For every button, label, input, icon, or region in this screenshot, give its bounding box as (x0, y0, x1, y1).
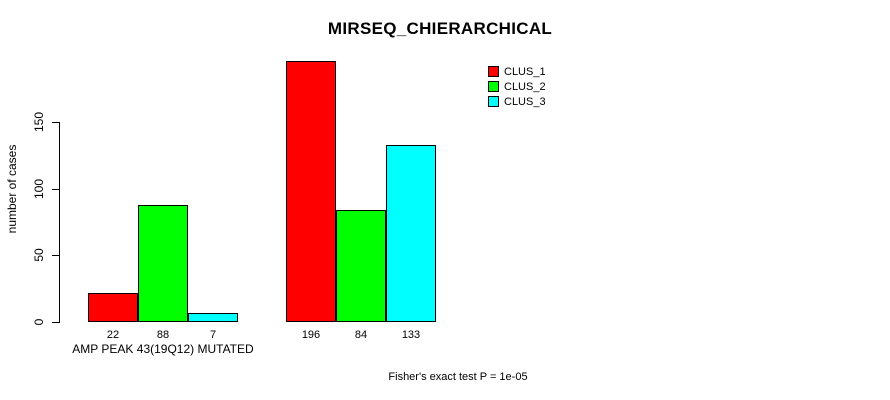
y-axis-tick (52, 122, 59, 123)
legend-label: CLUS_2 (504, 80, 546, 93)
legend-swatch-clus_3 (488, 96, 499, 107)
bar-clus_2-group1 (138, 204, 188, 322)
legend-row: CLUS_1 (488, 64, 546, 79)
legend-label: CLUS_1 (504, 65, 546, 78)
chart-title: MIRSEQ_CHIERARCHICAL (327, 19, 553, 38)
y-axis-tick-label: 50 (32, 248, 46, 263)
legend-row: CLUS_3 (488, 94, 546, 109)
bar-clus_1-group2 (286, 60, 336, 322)
legend-swatch-clus_1 (488, 66, 499, 77)
legend-swatch-clus_2 (488, 81, 499, 92)
bar-clus_3-group2 (386, 144, 436, 322)
bar-value-label: 88 (156, 329, 170, 341)
y-axis-tick (52, 322, 59, 323)
bar-clus_3-group1 (188, 312, 238, 322)
bar-value-label: 196 (301, 329, 321, 341)
bar-clus_1-group1 (88, 292, 138, 322)
bar-value-label: 22 (106, 329, 120, 341)
y-axis-tick-label: 0 (32, 318, 46, 326)
bar-value-label: 84 (354, 329, 368, 341)
bar-value-label: 7 (209, 329, 217, 341)
legend-label: CLUS_3 (504, 95, 546, 108)
group-label-amp-peak: AMP PEAK 43(19Q12) MUTATED (72, 342, 254, 356)
bar-value-label: 133 (401, 329, 421, 341)
y-axis-line (59, 122, 60, 323)
legend: CLUS_1 CLUS_2 CLUS_3 (488, 64, 546, 109)
y-axis-tick-label: 150 (32, 111, 46, 133)
y-axis-tick-label: 100 (32, 178, 46, 199)
y-axis-label: number of cases (5, 144, 19, 234)
y-axis-tick (52, 188, 59, 190)
legend-row: CLUS_2 (488, 79, 546, 94)
bar-clus_2-group2 (336, 210, 386, 322)
footnote-fisher-test: Fisher's exact test P = 1e-05 (388, 371, 528, 383)
y-axis-tick (52, 255, 59, 257)
